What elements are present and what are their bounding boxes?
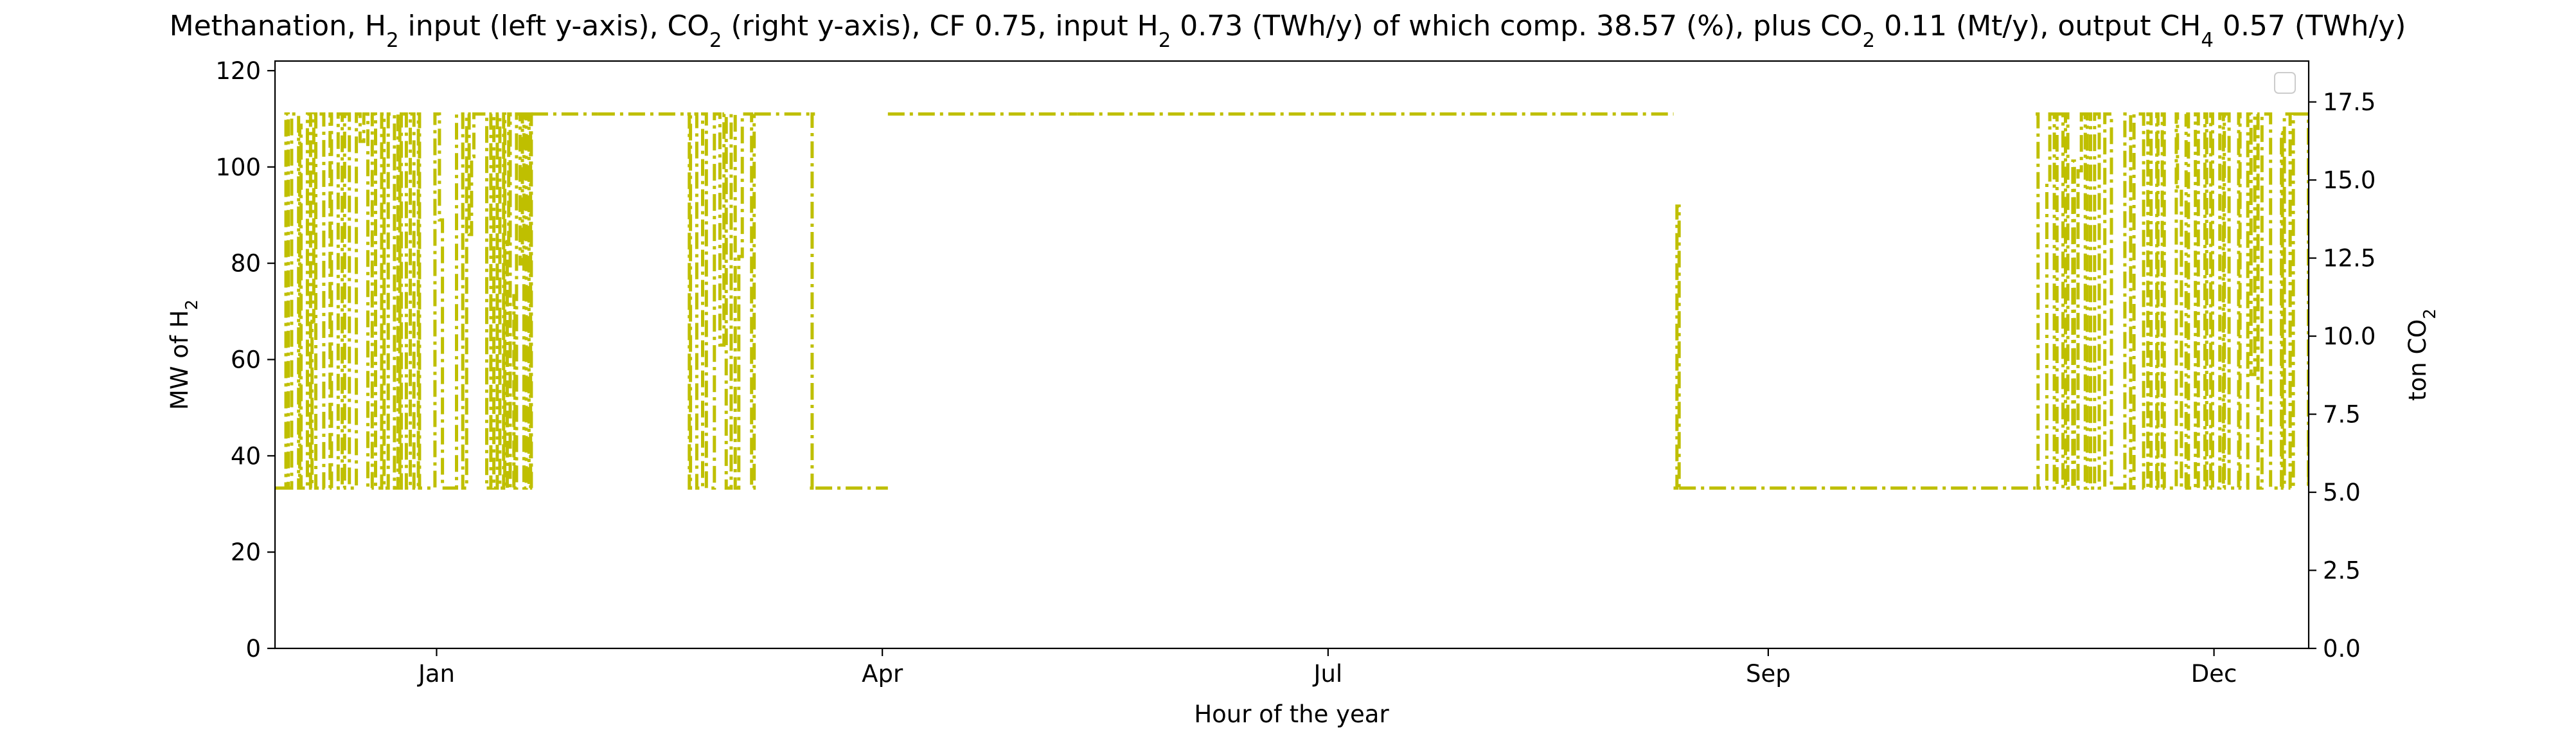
h2-input-series-segment-1 xyxy=(319,112,404,490)
h2-input-series-segment-6 xyxy=(687,112,756,490)
right-y-tick-label: 0.0 xyxy=(2323,635,2361,663)
left-y-tick-label: 100 xyxy=(215,154,261,181)
plot-frame xyxy=(274,60,2310,650)
right-y-tick-label: 12.5 xyxy=(2323,245,2376,272)
x-tick-label: Sep xyxy=(1746,660,1791,688)
right-y-tick-label: 10.0 xyxy=(2323,323,2376,350)
h2-input-series-segment-2 xyxy=(403,112,488,490)
x-tick-label: Jul xyxy=(1313,660,1343,688)
left-y-axis: 0 20 40 60 80 100 120 xyxy=(215,57,275,663)
h2-input-series-segment-15 xyxy=(2186,112,2309,490)
left-y-tick-label: 60 xyxy=(231,346,261,373)
legend-box xyxy=(2274,72,2296,94)
left-y-tick-label: 40 xyxy=(231,442,261,470)
h2-input-series-segment-0 xyxy=(275,112,320,490)
right-y-tick-label: 15.0 xyxy=(2323,166,2376,194)
x-tick-label: Dec xyxy=(2191,660,2237,688)
chart-title: Methanation, H2 input (left y-axis), CO2… xyxy=(170,10,2406,52)
left-y-tick-label: 20 xyxy=(231,539,261,566)
left-y-axis-label: MW of H2 xyxy=(166,299,202,410)
left-y-tick-label: 80 xyxy=(231,250,261,278)
right-y-tick-label: 7.5 xyxy=(2323,401,2361,429)
right-y-tick-label: 2.5 xyxy=(2323,557,2361,585)
h2-input-series-segment-12 xyxy=(1673,204,1681,490)
right-y-tick-label: 17.5 xyxy=(2323,89,2376,116)
series-layer xyxy=(275,112,2309,490)
x-tick-label: Jan xyxy=(417,660,455,688)
right-y-axis: 0.0 2.5 5.0 7.5 10.0 12.5 15.0 17.5 xyxy=(2309,89,2376,663)
h2-input-series-segment-3 xyxy=(486,112,533,490)
left-y-tick-label: 120 xyxy=(215,57,261,85)
x-tick-label: Apr xyxy=(862,660,903,688)
x-axis: Jan Apr Jul Sep Dec xyxy=(417,648,2237,688)
plot-area xyxy=(274,60,2310,650)
right-y-axis-label: ton CO2 xyxy=(2404,308,2440,401)
left-y-tick-label: 0 xyxy=(245,635,261,663)
x-axis-label: Hour of the year xyxy=(1194,700,1389,728)
h2-input-series-segment-14 xyxy=(2036,112,2188,490)
right-y-tick-label: 5.0 xyxy=(2323,479,2361,506)
h2-input-series-segment-8 xyxy=(810,112,816,490)
